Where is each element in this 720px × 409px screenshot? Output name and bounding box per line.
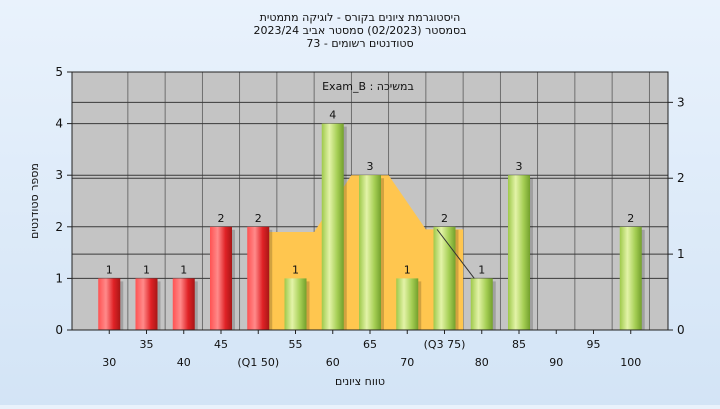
bar-label-70: 1 xyxy=(404,263,411,276)
data-labels: 1 1 1 2 2 1 4 3 1 2 1 3 2 xyxy=(106,109,635,277)
x-tick-label-50: (Q1 50) xyxy=(237,356,279,369)
x-tick-label-100: 100 xyxy=(620,356,641,369)
bar-55 xyxy=(284,278,307,330)
y-tick-label-left: 5 xyxy=(55,65,63,79)
y-tick-label-left: 2 xyxy=(55,220,63,234)
chart-annotation: Exam_B : במשיכה xyxy=(322,80,414,93)
bar-label-35: 1 xyxy=(143,263,150,276)
y-tick-label-right: 1 xyxy=(677,247,685,261)
bar-45 xyxy=(210,226,232,330)
bar-75 xyxy=(433,226,456,330)
bar-35 xyxy=(135,278,158,330)
y-tick-label-left: 1 xyxy=(55,271,63,285)
bar-40 xyxy=(172,278,195,330)
y-tick-label-right: 2 xyxy=(677,171,685,185)
bar-30 xyxy=(98,278,121,330)
y-axis-label: מספר סטודנטים xyxy=(28,163,41,239)
x-tick-label-55: 55 xyxy=(289,338,303,351)
bar-label-85: 3 xyxy=(516,160,523,173)
bar-label-45: 2 xyxy=(218,212,225,225)
y-axis-left: 0 1 2 3 4 5 xyxy=(55,65,72,337)
x-tick-label-75: (Q3 75) xyxy=(424,338,466,351)
bar-label-55: 1 xyxy=(292,263,299,276)
chart-title-line-3: סטודנטים רשומים - 73 xyxy=(306,37,413,50)
x-tick-label-85: 85 xyxy=(512,338,526,351)
bar-60 xyxy=(321,123,344,330)
bar-label-80: 1 xyxy=(478,263,485,276)
bar-70 xyxy=(396,278,419,330)
bar-label-50: 2 xyxy=(255,212,262,225)
x-tick-label-90: 90 xyxy=(549,356,563,369)
bar-50 xyxy=(247,226,270,330)
x-tick-label-35: 35 xyxy=(140,338,154,351)
bar-85 xyxy=(508,175,530,330)
bar-label-30: 1 xyxy=(106,263,113,276)
chart-title-line-2: בסמסטר (02/2023) סמסטר אביב 2023/24 xyxy=(253,24,466,37)
bar-label-100: 2 xyxy=(627,212,634,225)
bar-label-75: 2 xyxy=(441,212,448,225)
bar-label-40: 1 xyxy=(180,263,187,276)
x-tick-label-45: 45 xyxy=(214,338,228,351)
y-tick-label-left: 4 xyxy=(55,117,63,131)
y-tick-label-right: 3 xyxy=(677,95,685,109)
diagonal-line xyxy=(436,229,475,279)
x-tick-label-40: 40 xyxy=(177,356,191,369)
y-tick-label-left: 0 xyxy=(55,323,63,337)
x-tick-label-65: 65 xyxy=(363,338,377,351)
bar-label-60: 4 xyxy=(329,109,336,122)
x-axis-label: טווח ציונים xyxy=(335,375,385,388)
x-axis: 30 35 40 45 (Q1 50) 55 60 65 70 (Q3 75) 80 85 90 95 10… xyxy=(102,330,641,369)
bars-group xyxy=(98,123,645,330)
y-tick-label-left: 3 xyxy=(55,168,63,182)
x-tick-label-30: 30 xyxy=(102,356,116,369)
bar-100 xyxy=(619,226,642,330)
chart-title-line-1: היסטוגרמת ציונים בקורס - לוגיקה מתמטית xyxy=(260,11,461,24)
chart-titles: היסטוגרמת ציונים בקורס - לוגיקה מתמטית ב… xyxy=(253,11,466,50)
x-tick-label-70: 70 xyxy=(400,356,414,369)
x-tick-label-95: 95 xyxy=(587,338,601,351)
bar-label-65: 3 xyxy=(367,160,374,173)
bar-80 xyxy=(470,278,493,330)
y-tick-label-right: 0 xyxy=(677,323,685,337)
y-axis-right: 0 1 2 3 xyxy=(668,95,685,337)
bar-65 xyxy=(359,175,381,330)
x-tick-label-80: 80 xyxy=(475,356,489,369)
x-tick-label-60: 60 xyxy=(326,356,340,369)
